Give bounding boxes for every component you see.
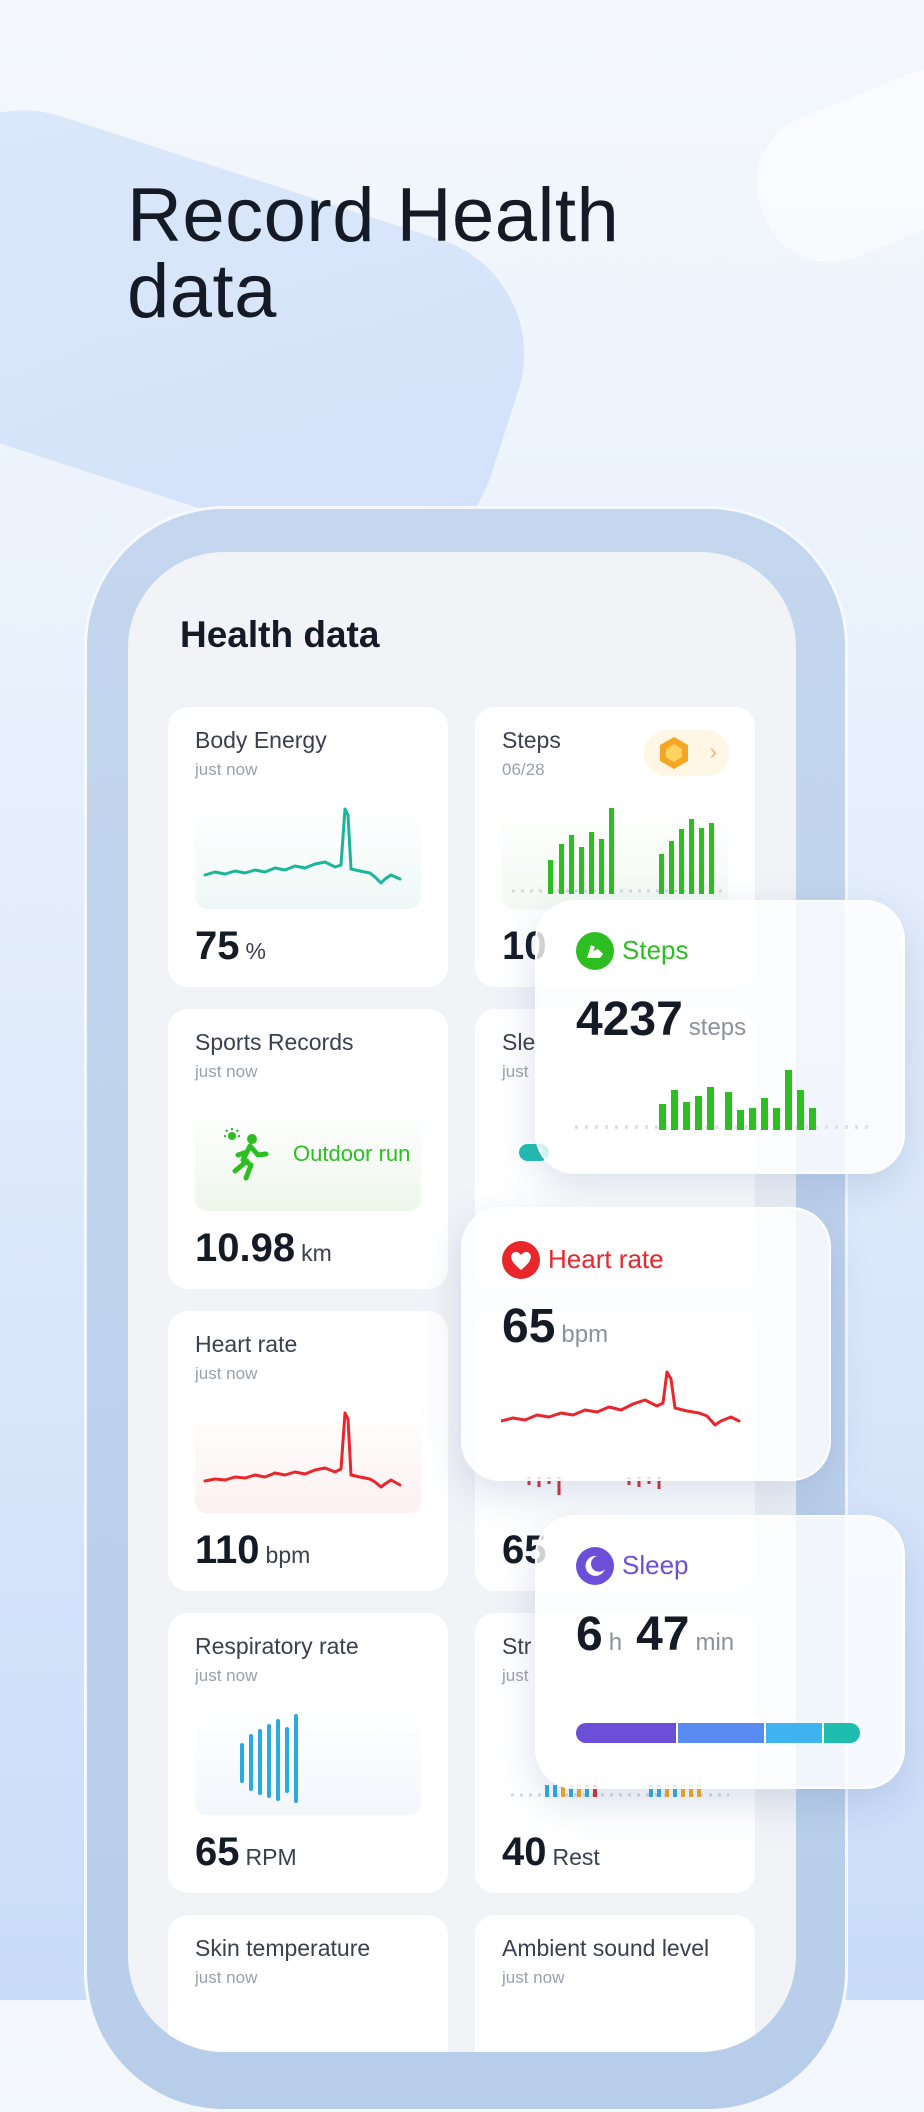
page-title: Health data: [180, 614, 380, 655]
respiratory-rate-card[interactable]: Respiratory rate just now 65 RPM: [168, 1613, 448, 1893]
heart-rate-overlay-card[interactable]: Heart rate 65 bpm: [461, 1207, 831, 1481]
respiratory-chart: [195, 1711, 421, 1815]
ambient-sound-card[interactable]: Ambient sound level just now: [475, 1915, 755, 2052]
moon-icon: [576, 1547, 614, 1585]
overlay-title: Steps: [622, 935, 689, 965]
card-timestamp: just: [502, 1062, 529, 1081]
card-timestamp: just now: [195, 1062, 258, 1081]
card-value: 10.98 km: [195, 1226, 332, 1270]
card-value: 40 Rest: [502, 1830, 600, 1874]
background-shape: [735, 46, 924, 284]
heart-rate-chart: [195, 1409, 421, 1513]
headline-line2: data: [127, 249, 277, 334]
overlay-value: 4237 steps: [576, 993, 747, 1046]
sleep-stage-rem: [764, 1723, 822, 1743]
card-title: Body Energy: [195, 727, 327, 753]
medal-badge-button[interactable]: ›: [644, 730, 729, 776]
card-timestamp: 06/28: [502, 760, 545, 779]
heart-rate-card[interactable]: Heart rate just now 110 bpm: [168, 1311, 448, 1591]
card-title: Str: [502, 1633, 532, 1659]
card-title: Heart rate: [195, 1331, 298, 1357]
card-timestamp: just now: [195, 760, 258, 779]
body-energy-card[interactable]: Body Energy just now 75%: [168, 707, 448, 987]
card-value: 110 bpm: [195, 1528, 311, 1572]
card-title: Respiratory rate: [195, 1633, 359, 1659]
sleep-stage-awake: [821, 1723, 860, 1743]
card-title: Skin temperature: [195, 1935, 371, 1961]
steps-overlay-chart: [575, 1070, 875, 1130]
sleep-stage-light: [676, 1723, 765, 1743]
stress-chart: [509, 1783, 729, 1801]
card-timestamp: just now: [195, 1666, 258, 1685]
overlay-value: 6 h 47 min: [576, 1608, 735, 1661]
runner-icon: [224, 1128, 269, 1181]
sleep-overlay-card[interactable]: Sleep 6 h 47 min: [535, 1515, 905, 1789]
skin-temperature-card[interactable]: Skin temperature just now: [168, 1915, 448, 2052]
card-timestamp: just: [502, 1666, 529, 1685]
sports-records-card[interactable]: Sports Records just now Outdoor run 10.9…: [168, 1009, 448, 1289]
card-title: Sle: [502, 1029, 536, 1055]
card-title: Ambient sound level: [502, 1935, 710, 1961]
sleep-stage-deep: [576, 1723, 677, 1743]
headline-line1: Record Health: [127, 173, 620, 258]
body-energy-chart: [195, 805, 421, 909]
headline: Record Health data: [127, 178, 619, 330]
card-timestamp: just now: [195, 1968, 258, 1987]
medal-icon: [660, 737, 688, 769]
card-timestamp: just now: [502, 1968, 565, 1987]
card-value: 65 RPM: [195, 1830, 297, 1874]
shoe-icon: [576, 932, 614, 970]
card-value: 75%: [195, 924, 266, 968]
heart-icon: [502, 1241, 540, 1279]
card-title: Steps: [502, 727, 561, 753]
chevron-right-icon: ›: [709, 739, 717, 764]
card-title: Sports Records: [195, 1029, 354, 1055]
overlay-value: 65 bpm: [502, 1300, 609, 1353]
card-timestamp: just now: [195, 1364, 258, 1383]
steps-overlay-card[interactable]: Steps 4237 steps: [535, 900, 905, 1174]
overlay-title: Sleep: [622, 1550, 689, 1580]
overlay-title: Heart rate: [548, 1244, 664, 1274]
activity-label: Outdoor run: [293, 1141, 411, 1166]
steps-chart: [502, 805, 728, 909]
sleep-stage-bar: [576, 1723, 860, 1743]
heart-rate-overlay-chart: [501, 1370, 741, 1427]
sports-activity-panel: Outdoor run: [195, 1107, 421, 1211]
